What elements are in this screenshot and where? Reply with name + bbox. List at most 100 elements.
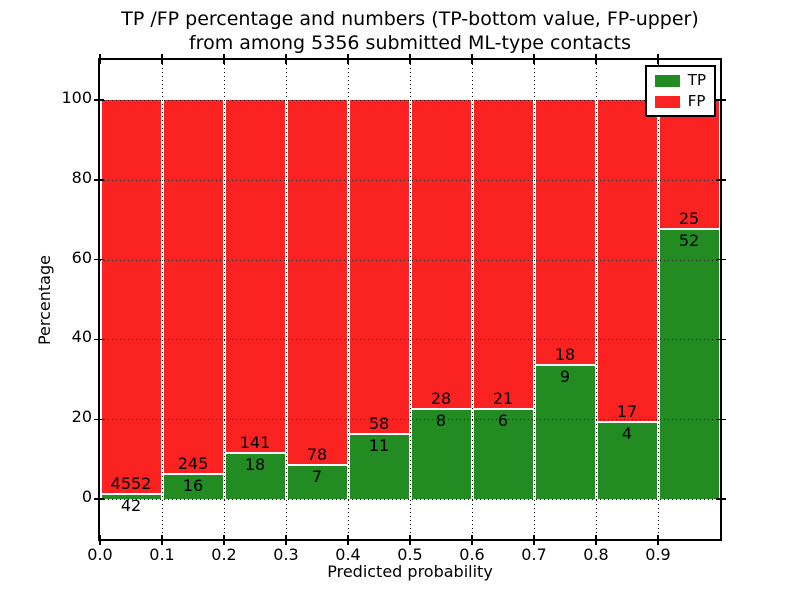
tp-bar-segment	[225, 453, 285, 500]
x-tick-mark	[99, 535, 101, 545]
y-tick-mark	[94, 338, 104, 341]
x-tick-mark	[161, 535, 163, 545]
v-gridline	[161, 60, 163, 539]
tp-count-label: 18	[244, 454, 266, 474]
tp-bar-segment	[163, 474, 223, 500]
tp-bar-segment	[535, 366, 595, 500]
v-gridline	[223, 60, 225, 539]
y-tick-mark	[716, 258, 726, 261]
tp-bar-segment	[287, 466, 347, 500]
tp-count-label: 9	[559, 367, 571, 387]
fp-count-label: 25	[678, 208, 700, 228]
v-gridline	[595, 60, 597, 539]
x-tick-mark	[285, 535, 287, 545]
v-gridline	[409, 60, 411, 539]
fp-count-label: 21	[492, 389, 514, 409]
y-tick-mark	[716, 338, 726, 341]
tp-bar-segment	[411, 410, 471, 500]
x-tick-mark	[347, 535, 349, 545]
fp-bar-segment	[225, 99, 285, 454]
fp-bar-segment	[163, 99, 223, 475]
x-tick-mark	[471, 54, 473, 64]
y-tick-mark	[716, 179, 726, 181]
x-tick-mark	[99, 54, 101, 64]
tp-bar-segment	[349, 435, 409, 500]
fp-bar-segment	[411, 99, 471, 411]
bars-layer	[100, 60, 720, 539]
x-tick-mark	[223, 535, 225, 545]
y-tick-label: 100	[61, 87, 92, 107]
fp-bar-segment	[535, 99, 595, 367]
legend-entry-tp: TP	[654, 73, 706, 88]
x-tick-mark	[409, 54, 411, 64]
fp-count-label: 78	[306, 445, 328, 465]
x-tick-label: 0.7	[521, 545, 547, 564]
x-tick-label: 0.8	[583, 545, 609, 564]
fp-count-label: 141	[239, 432, 271, 452]
x-tick-mark	[409, 535, 411, 545]
y-tick-mark	[94, 179, 104, 181]
tp-bar-segment	[473, 410, 533, 500]
x-tick-mark	[347, 54, 349, 64]
y-tick-mark	[716, 498, 726, 500]
fp-count-label: 18	[554, 345, 576, 365]
x-tick-mark	[595, 54, 597, 64]
fp-count-label: 28	[430, 389, 452, 409]
y-tick-labels: 0 20 40 60 80 100	[40, 58, 92, 537]
legend-entry-fp: FP	[654, 92, 706, 110]
y-tick-label: 20	[71, 407, 92, 427]
tp-bar-segment	[659, 229, 719, 500]
tp-count-label: 16	[182, 475, 204, 495]
y-tick-mark	[94, 418, 104, 420]
plot-area: 4552 42 245 16 141 18 78 7 58 11 28 8 21 6 18 9 17 4 25 52 …	[94, 54, 726, 545]
x-tick-label: 0.0	[87, 545, 113, 564]
chart-title-line2: from among 5356 submitted ML-type contac…	[188, 32, 632, 54]
tp-bar-segment	[101, 495, 161, 500]
v-gridline	[347, 60, 349, 539]
v-gridline	[471, 60, 473, 539]
x-tick-mark	[533, 535, 535, 545]
tp-count-label: 11	[368, 436, 390, 456]
y-tick-label: 60	[71, 247, 92, 267]
tp-count-label: 6	[497, 411, 509, 431]
x-tick-mark	[533, 54, 535, 64]
bar-count-labels-layer: 4552 42 245 16 141 18 78 7 58 11 28 8 21 6 18 9 17 4 25 52	[100, 60, 720, 539]
fp-bar-segment	[349, 99, 409, 436]
y-tick-label: 80	[71, 167, 92, 187]
tp-bar-segment	[597, 423, 657, 500]
fp-bar-segment	[659, 99, 719, 230]
x-tick-labels: 0.0 0.1 0.2 0.3 0.4 0.5 0.6 0.7 0.8 0.9	[87, 545, 720, 566]
fp-bar-segment	[597, 99, 657, 424]
x-tick-mark	[161, 54, 163, 64]
legend: TP FP	[644, 65, 716, 117]
v-gridline	[533, 60, 535, 539]
y-tick-label: 40	[71, 327, 92, 347]
chart-title-line1: TP /FP percentage and numbers (TP-bottom…	[121, 8, 699, 30]
tp-count-label: 7	[311, 467, 323, 487]
fp-count-label: 17	[616, 402, 638, 422]
chart-title: TP /FP percentage and numbers (TP-bottom…	[100, 7, 720, 55]
x-tick-label: 0.1	[149, 545, 175, 564]
x-tick-mark	[285, 54, 287, 64]
x-tick-label: 0.6	[459, 545, 485, 564]
fp-count-label: 58	[368, 414, 390, 434]
y-tick-mark	[94, 258, 104, 261]
x-tick-mark	[657, 54, 659, 64]
x-tick-mark	[657, 535, 659, 545]
tp-count-label: 8	[435, 411, 447, 431]
y-tick-label: 0	[81, 487, 92, 507]
fp-bar-segment	[287, 99, 347, 467]
x-tick-label: 0.2	[211, 545, 237, 564]
fp-legend-swatch-icon	[654, 95, 680, 108]
fp-count-label: 245	[177, 453, 209, 473]
x-tick-label: 0.5	[397, 545, 423, 564]
v-gridline	[657, 60, 659, 539]
x-tick-mark	[471, 535, 473, 545]
fp-legend-label: FP	[687, 92, 706, 110]
y-tick-mark	[716, 99, 726, 101]
x-axis-label: Predicted probability	[327, 562, 493, 581]
tp-count-label: 4	[621, 424, 633, 444]
x-tick-label: 0.9	[645, 545, 671, 564]
y-tick-mark	[94, 498, 104, 500]
